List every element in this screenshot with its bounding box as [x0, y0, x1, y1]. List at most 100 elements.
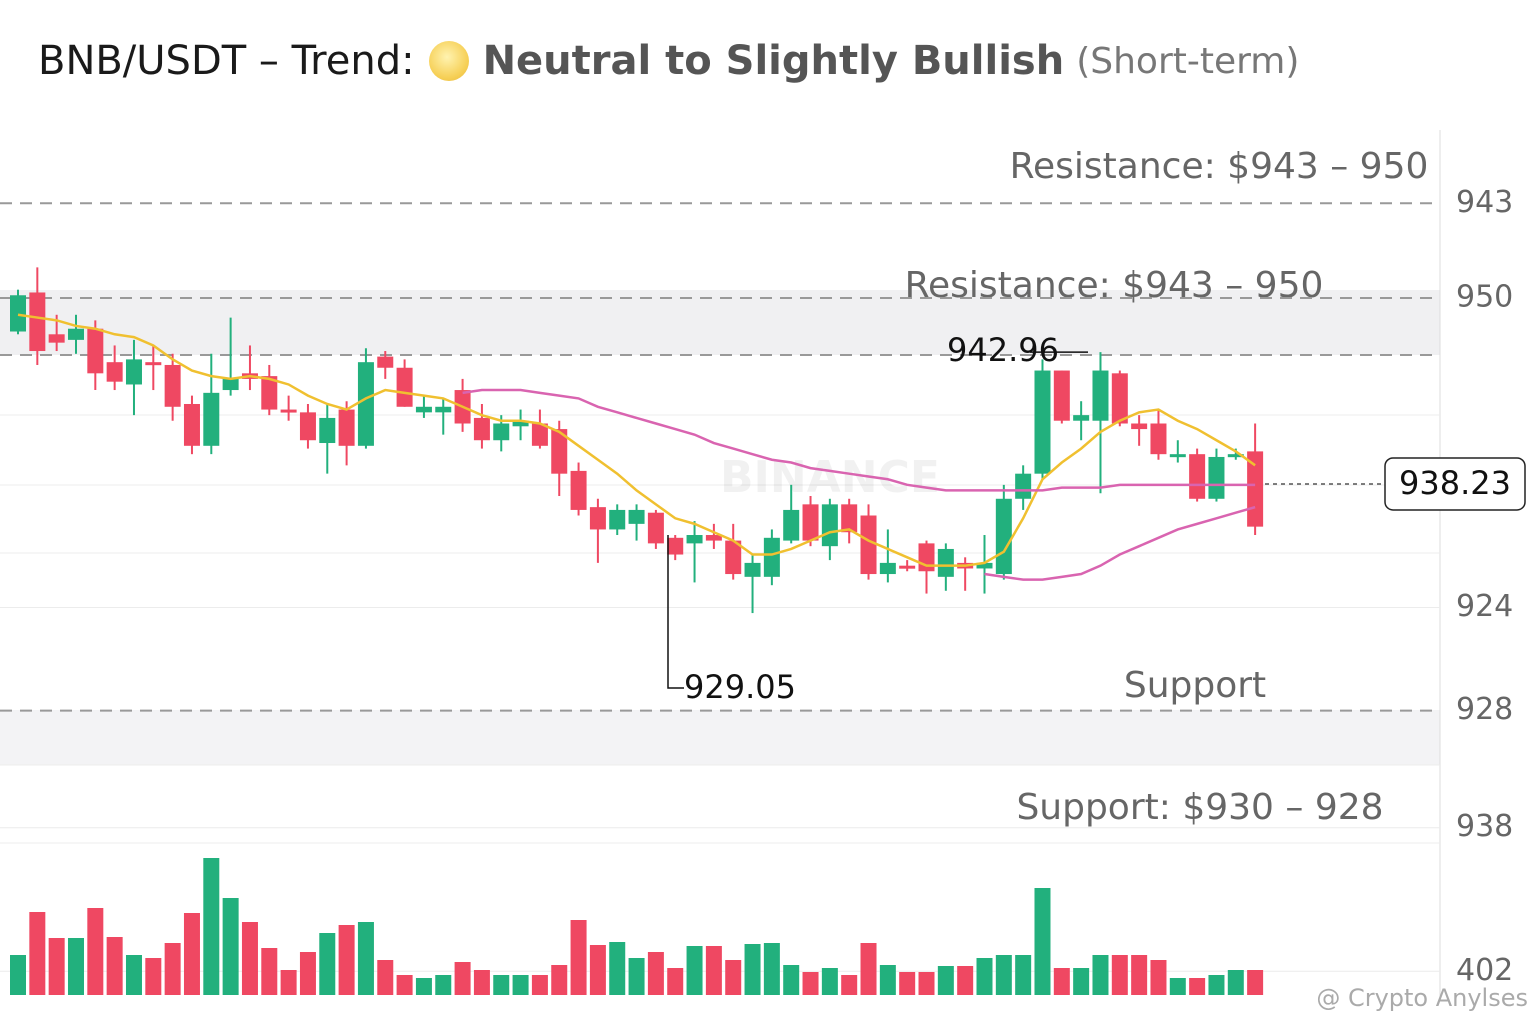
- candle-body: [918, 543, 935, 572]
- y-tick-label: 924: [1456, 589, 1513, 624]
- volume-bar: [48, 938, 65, 995]
- volume-bar: [164, 943, 181, 995]
- volume-bar: [1015, 955, 1032, 995]
- volume-bar: [705, 946, 722, 995]
- candle-body: [841, 504, 858, 533]
- candle-body: [1111, 373, 1128, 424]
- candle-body: [10, 295, 26, 332]
- volume-bar: [280, 970, 297, 995]
- candle-body: [783, 509, 800, 541]
- volume-bar: [976, 958, 993, 995]
- candle-body: [1073, 415, 1090, 421]
- volume-bar: [512, 975, 529, 995]
- volume-bar: [106, 937, 123, 995]
- candle-body: [937, 548, 954, 577]
- volume-bar: [686, 946, 703, 995]
- volume-bar: [1169, 978, 1186, 995]
- candle-body: [338, 409, 355, 446]
- candle-body: [1053, 370, 1070, 421]
- volume-bar: [763, 943, 780, 995]
- candle-body: [899, 565, 916, 569]
- candle-body: [976, 562, 993, 569]
- volume-bar: [570, 920, 587, 995]
- y-tick-label: 402: [1456, 953, 1513, 988]
- volume-bar: [473, 970, 490, 995]
- candle-body: [473, 417, 490, 441]
- volume-bar: [493, 975, 510, 995]
- support-zone: [0, 710, 1440, 765]
- volume-bar: [299, 952, 316, 995]
- volume-bar: [647, 952, 664, 995]
- candle-body: [609, 509, 626, 530]
- credit: @ Crypto Anylses: [1316, 984, 1528, 1012]
- volume-bar: [183, 913, 200, 995]
- candle-body: [1015, 473, 1032, 499]
- volume-bar: [531, 975, 548, 995]
- volume-bar: [1131, 955, 1148, 995]
- candle-body: [725, 540, 742, 575]
- y-tick-label: 950: [1456, 280, 1513, 315]
- y-tick-label: 943: [1456, 185, 1513, 220]
- candle-body: [493, 423, 510, 441]
- moving-average: [462, 388, 1256, 492]
- volume-bar: [957, 966, 974, 995]
- volume-bar: [203, 858, 220, 995]
- candle-body: [435, 406, 452, 413]
- y-tick-label: 938: [1456, 809, 1513, 844]
- candle-body: [164, 364, 181, 407]
- candle-body: [280, 409, 297, 413]
- candle-body: [1227, 454, 1244, 458]
- candle-body: [1131, 423, 1148, 430]
- volume-bar: [241, 922, 258, 995]
- candle-body: [512, 420, 529, 427]
- volume-bar: [879, 965, 896, 995]
- candle-body: [744, 562, 761, 577]
- trend: Neutral to Slightly Bullish: [482, 38, 1065, 84]
- volume-bar: [609, 942, 626, 995]
- volume-bar: [1053, 968, 1070, 995]
- volume-bar: [1189, 978, 1206, 995]
- candle-body: [48, 334, 65, 343]
- candle-body: [995, 498, 1012, 575]
- candle-body: [763, 537, 780, 577]
- volume-bar: [821, 968, 838, 995]
- volume-bar: [319, 933, 336, 995]
- volume-bar: [87, 908, 104, 995]
- volume-bar: [396, 975, 413, 995]
- candle-body: [261, 376, 278, 410]
- candle-body: [1247, 451, 1264, 527]
- volume-bar: [29, 912, 46, 995]
- candle-body: [879, 562, 896, 575]
- volume-bar: [454, 962, 471, 995]
- candle-body: [29, 292, 46, 352]
- candle-body: [396, 367, 413, 407]
- candle-body: [203, 392, 220, 446]
- volume-bar: [357, 922, 374, 995]
- candle-body: [589, 507, 606, 530]
- candle-body: [705, 535, 722, 541]
- candle-body: [67, 328, 84, 340]
- watermark: BINANCE: [720, 452, 940, 503]
- volume-bar: [1227, 970, 1244, 995]
- candle-body: [1092, 370, 1109, 421]
- volume-bar: [1208, 975, 1225, 995]
- volume-bar: [860, 943, 877, 995]
- volume-bar: [802, 972, 819, 995]
- candle-body: [570, 470, 587, 510]
- candle-body: [357, 362, 374, 446]
- volume-bar: [145, 958, 162, 995]
- title-bar: BNB/USDT – Trend: Neutral to Slightly Bu…: [38, 38, 1299, 84]
- annotation: Support: $930 – 928: [1016, 787, 1383, 828]
- volume-bar: [1092, 955, 1109, 995]
- candle-body: [647, 512, 664, 544]
- volume-bar: [783, 965, 800, 995]
- annotation: Support: [1124, 665, 1266, 706]
- price-tag: [1384, 457, 1526, 511]
- candle-body: [106, 362, 123, 382]
- trend-icon: [428, 41, 469, 81]
- candle-body: [860, 515, 877, 575]
- candle-body: [1034, 370, 1051, 474]
- moving-average: [984, 505, 1256, 581]
- candle-body: [183, 403, 200, 446]
- candle-body: [551, 429, 568, 474]
